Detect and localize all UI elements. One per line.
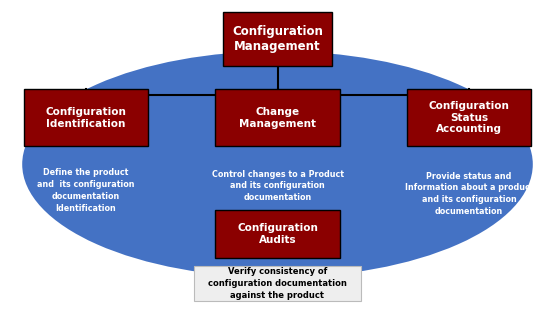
Text: Configuration
Status
Accounting: Configuration Status Accounting: [428, 101, 509, 135]
FancyBboxPatch shape: [223, 11, 331, 66]
Ellipse shape: [22, 51, 533, 277]
FancyBboxPatch shape: [215, 210, 340, 258]
Text: Change
Management: Change Management: [239, 107, 316, 129]
Text: Configuration
Management: Configuration Management: [232, 25, 323, 53]
Text: Provide status and
Information about a product
and its configuration
documentati: Provide status and Information about a p…: [405, 171, 533, 216]
FancyBboxPatch shape: [406, 89, 531, 147]
Text: Control changes to a Product
and its configuration
documentation: Control changes to a Product and its con…: [211, 170, 344, 202]
FancyBboxPatch shape: [23, 89, 149, 147]
FancyBboxPatch shape: [194, 266, 361, 301]
Text: Configuration
Audits: Configuration Audits: [237, 223, 318, 245]
Text: Configuration
Identification: Configuration Identification: [46, 107, 127, 129]
FancyBboxPatch shape: [215, 89, 340, 147]
Text: Verify consistency of
configuration documentation
against the product: Verify consistency of configuration docu…: [208, 267, 347, 300]
Text: Define the product
and  its configuration
documentation
Identification: Define the product and its configuration…: [37, 168, 135, 213]
